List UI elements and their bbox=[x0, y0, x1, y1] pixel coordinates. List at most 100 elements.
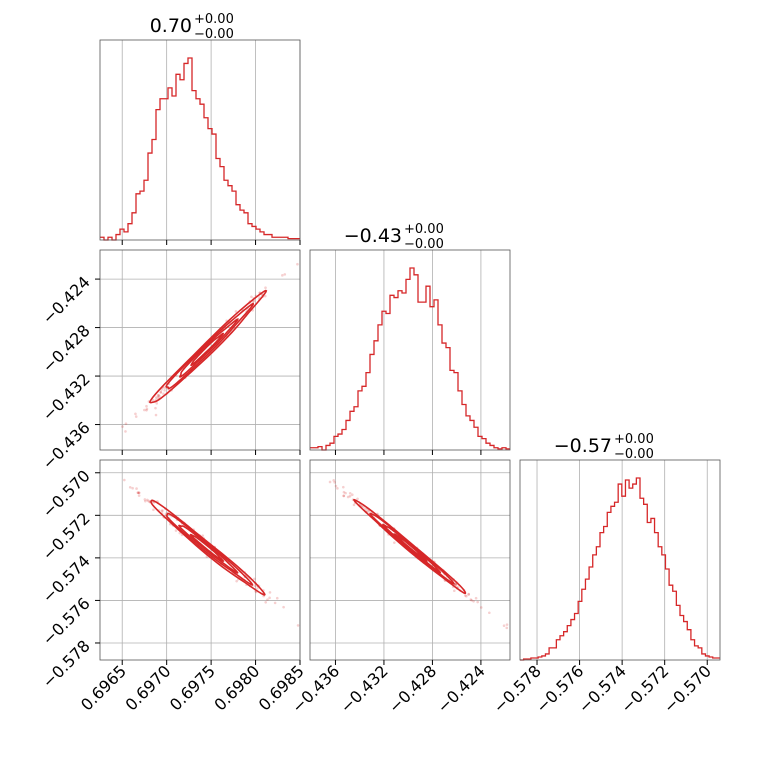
contour-level bbox=[352, 498, 467, 595]
panel-background bbox=[100, 40, 300, 240]
histogram-panel-3: −0.57 +0.00−0.00 bbox=[519, 432, 721, 665]
sample-point bbox=[124, 422, 128, 426]
sample-point bbox=[266, 598, 269, 601]
title-minus-3: −0.00 bbox=[614, 447, 654, 462]
sample-point bbox=[152, 508, 155, 512]
panel-marks bbox=[123, 478, 300, 627]
sample-point bbox=[134, 415, 138, 418]
sample-point bbox=[143, 408, 146, 412]
sample-point bbox=[134, 412, 137, 416]
sample-point bbox=[454, 583, 457, 586]
sample-point bbox=[273, 601, 277, 605]
panel-background bbox=[310, 460, 510, 660]
title-plus-1: +0.00 bbox=[194, 12, 234, 27]
sample-point bbox=[162, 392, 165, 396]
panel-frame bbox=[99, 39, 301, 241]
contour-level bbox=[190, 332, 225, 367]
sample-point bbox=[136, 491, 140, 495]
title-value-3: −0.57 bbox=[554, 435, 612, 457]
sample-point bbox=[502, 624, 506, 628]
sample-point bbox=[124, 430, 127, 433]
sample-point bbox=[163, 389, 166, 392]
sample-point bbox=[156, 394, 160, 397]
tick-label-x: 0.6970 bbox=[121, 661, 174, 714]
sample-point bbox=[145, 498, 149, 502]
sample-point bbox=[161, 509, 164, 512]
sample-point bbox=[157, 394, 161, 398]
sample-point bbox=[467, 592, 471, 596]
tick-label-y: −0.432 bbox=[39, 369, 94, 424]
sample-point bbox=[328, 480, 332, 484]
sample-point bbox=[333, 481, 336, 484]
sample-point bbox=[346, 495, 350, 499]
sample-point bbox=[465, 594, 468, 598]
sample-point bbox=[474, 596, 478, 600]
title-plus-2: +0.00 bbox=[404, 222, 444, 237]
sample-point bbox=[344, 491, 347, 495]
sample-point bbox=[476, 600, 479, 604]
sample-point bbox=[352, 503, 356, 507]
sample-point bbox=[470, 598, 473, 602]
sample-point bbox=[123, 478, 126, 482]
sample-point bbox=[156, 395, 160, 399]
title-minus-2: −0.00 bbox=[404, 237, 444, 252]
histogram-panel-2: −0.43 +0.00−0.00 bbox=[309, 222, 511, 455]
sample-point bbox=[121, 425, 124, 428]
histogram-panel-1: 0.70 +0.00−0.00 bbox=[99, 12, 301, 245]
sample-point bbox=[264, 286, 267, 289]
contour-level bbox=[149, 289, 268, 404]
scatter-panel-3-1: −0.578−0.576−0.574−0.572−0.570 bbox=[39, 459, 301, 692]
title-value-1: 0.70 bbox=[150, 15, 192, 37]
sample-point bbox=[283, 273, 287, 276]
sample-point bbox=[488, 611, 491, 615]
tick-label-y: −0.428 bbox=[39, 321, 94, 376]
sample-point bbox=[505, 626, 509, 630]
sample-point bbox=[253, 584, 257, 587]
panel-background bbox=[310, 250, 510, 450]
sample-point bbox=[463, 594, 467, 597]
scatter-panel-2-1: −0.436−0.432−0.428−0.424 bbox=[39, 249, 301, 473]
sample-point bbox=[281, 274, 284, 277]
sample-point bbox=[137, 494, 141, 497]
tick-label-x: 0.6975 bbox=[166, 661, 219, 714]
scatter-panel-3-2 bbox=[309, 459, 511, 665]
sample-point bbox=[505, 623, 509, 626]
sample-point bbox=[367, 509, 371, 513]
sample-point bbox=[145, 407, 149, 411]
panel-marks bbox=[121, 262, 299, 433]
sample-point bbox=[393, 541, 396, 544]
sample-point bbox=[159, 391, 163, 394]
tick-label-x: 0.6965 bbox=[77, 661, 130, 714]
sample-point bbox=[256, 587, 259, 590]
contour-level bbox=[165, 302, 255, 390]
sample-point bbox=[144, 499, 147, 503]
tick-label-x: −0.424 bbox=[433, 661, 488, 716]
sample-point bbox=[135, 487, 138, 490]
panel-frame bbox=[309, 249, 511, 451]
tick-label-x: 0.6980 bbox=[210, 661, 263, 714]
title-plus-3: +0.00 bbox=[614, 432, 654, 447]
tick-label-y: −0.570 bbox=[39, 466, 94, 521]
sample-point bbox=[336, 487, 339, 490]
tick-label-x: −0.432 bbox=[336, 661, 391, 716]
sample-point bbox=[268, 596, 271, 600]
sample-point bbox=[275, 596, 279, 600]
panel-frame bbox=[519, 459, 721, 661]
sample-point bbox=[250, 295, 253, 299]
sample-point bbox=[143, 498, 147, 501]
panel-frame bbox=[309, 459, 511, 661]
sample-point bbox=[356, 497, 359, 501]
sample-point bbox=[157, 393, 160, 397]
sample-point bbox=[154, 396, 158, 399]
sample-point bbox=[263, 294, 267, 298]
sample-point bbox=[342, 494, 345, 498]
sample-point bbox=[155, 402, 159, 405]
sample-point bbox=[154, 406, 157, 410]
sample-point bbox=[147, 499, 150, 503]
sample-point bbox=[160, 509, 164, 513]
sample-point bbox=[364, 507, 367, 511]
sample-point bbox=[334, 484, 338, 488]
sample-point bbox=[351, 493, 354, 497]
sample-point bbox=[348, 491, 352, 495]
sample-point bbox=[454, 583, 458, 586]
